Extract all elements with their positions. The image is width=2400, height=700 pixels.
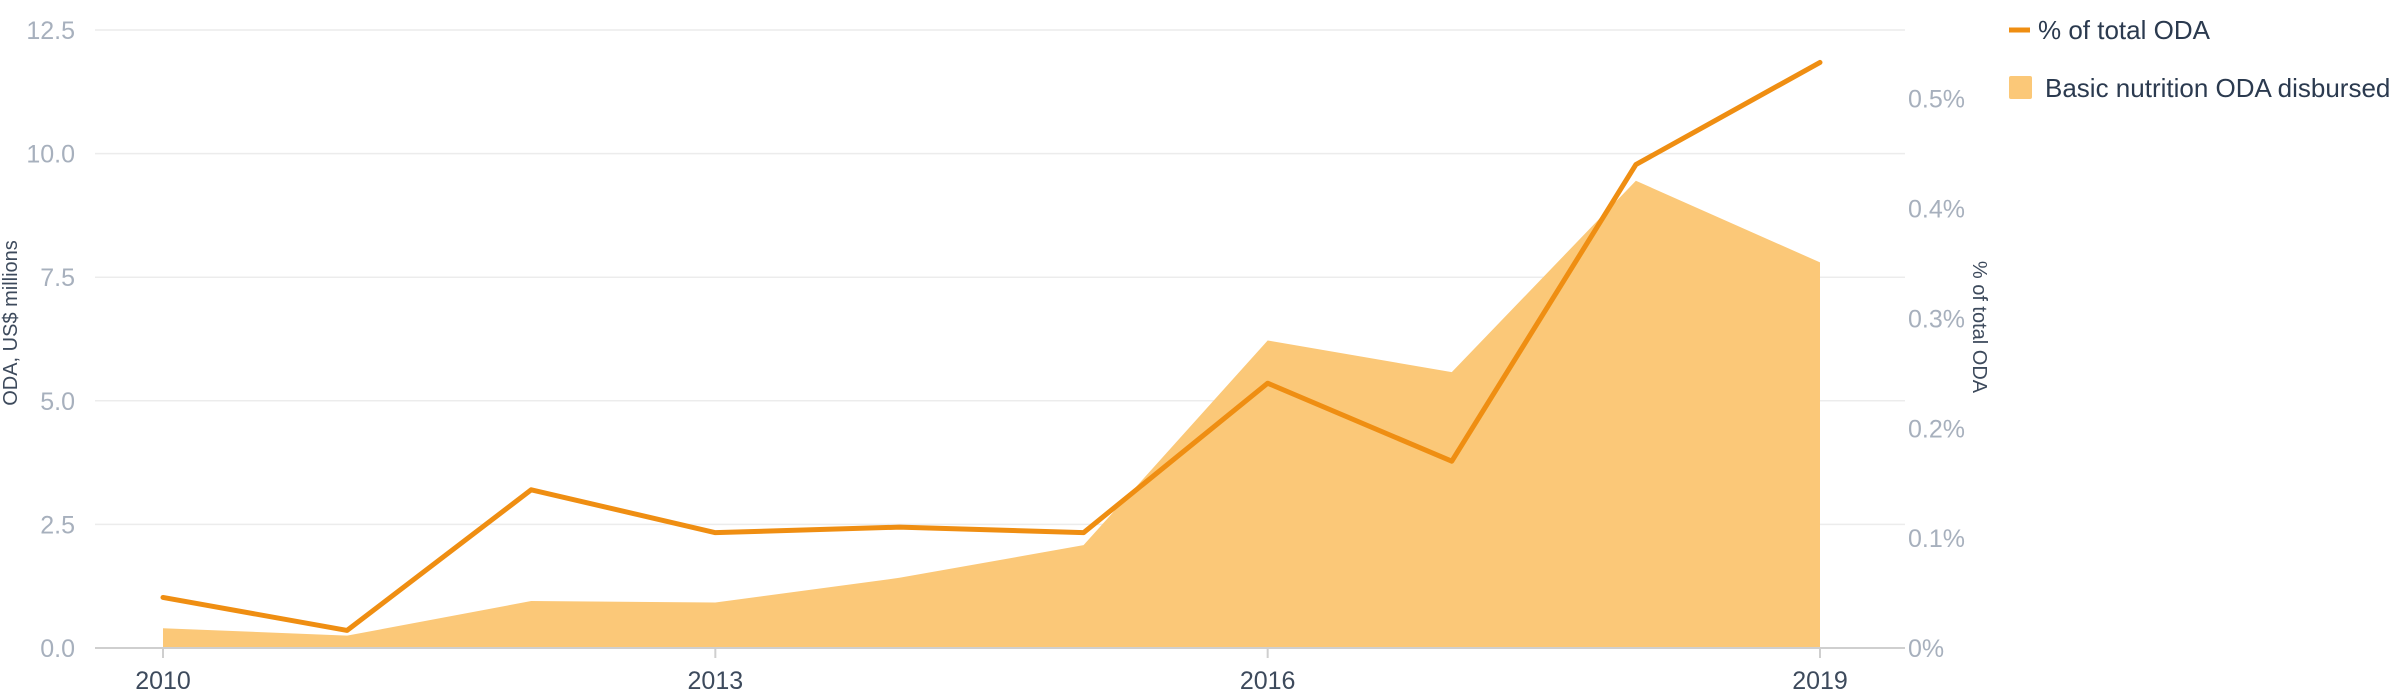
right-y-tick-label: 0.1% — [1908, 525, 1965, 553]
left-y-tick-label: 12.5 — [26, 17, 75, 45]
area-basic-nutrition-oda — [163, 180, 1820, 649]
legend-item-basic-nutrition-oda[interactable]: Basic nutrition ODA disbursed — [2009, 73, 2390, 103]
x-tick-label: 2016 — [1240, 667, 1296, 695]
area-series — [163, 180, 1820, 649]
left-y-tick-label: 5.0 — [40, 388, 75, 416]
line-series — [160, 59, 1823, 633]
right-y-axis-title: % of total ODA — [1968, 261, 1990, 394]
legend: % of total ODA Basic nutrition ODA disbu… — [2009, 15, 2390, 103]
left-y-axis-title: ODA, US$ millions — [0, 240, 22, 406]
left-y-tick-label: 2.5 — [40, 511, 75, 539]
x-tick-label: 2019 — [1792, 667, 1848, 695]
right-y-tick-label: 0.2% — [1908, 415, 1965, 443]
right-y-tick-label: 0.5% — [1908, 86, 1965, 114]
legend-label-percent-total-oda: % of total ODA — [2038, 15, 2211, 45]
right-y-axis-ticks: 0% 0.1% 0.2% 0.3% 0.4% 0.5% — [1908, 86, 1965, 663]
left-y-tick-label: 0.0 — [40, 635, 75, 663]
left-y-axis-ticks: 0.0 2.5 5.0 7.5 10.0 12.5 — [26, 17, 75, 663]
right-y-tick-label: 0.4% — [1908, 196, 1965, 224]
right-y-tick-label: 0% — [1908, 635, 1944, 663]
line-percent-total-oda — [160, 59, 1823, 633]
legend-square-marker — [2009, 76, 2032, 99]
right-y-tick-label: 0.3% — [1908, 305, 1965, 333]
left-y-tick-label: 10.0 — [26, 141, 75, 169]
x-tick-label: 2013 — [688, 667, 744, 695]
x-tick-label: 2010 — [135, 667, 191, 695]
legend-label-basic-nutrition-oda: Basic nutrition ODA disbursed — [2045, 73, 2390, 103]
legend-item-percent-total-oda[interactable]: % of total ODA — [2009, 15, 2211, 45]
x-axis-ticks: 2010 2013 2016 2019 — [135, 648, 1848, 695]
left-y-tick-label: 7.5 — [40, 264, 75, 292]
